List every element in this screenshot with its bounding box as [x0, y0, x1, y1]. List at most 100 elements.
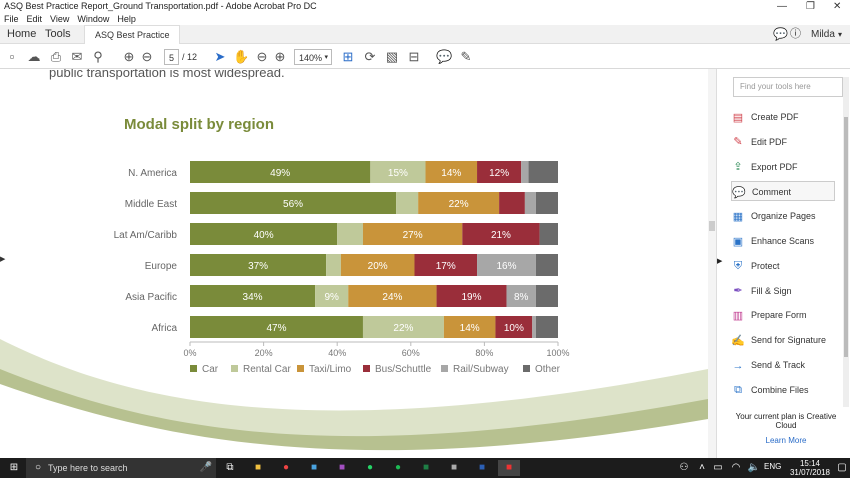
- print-icon[interactable]: ⎙: [50, 49, 62, 64]
- whatsapp-icon[interactable]: ●: [366, 462, 374, 473]
- fit-page-icon[interactable]: ⊞: [342, 49, 354, 64]
- wifi-icon[interactable]: ◠: [731, 462, 741, 473]
- page-number-input[interactable]: 5: [164, 49, 180, 65]
- windows-start-icon[interactable]: ⊞: [9, 462, 19, 473]
- image-icon[interactable]: ▧: [385, 49, 399, 64]
- data-label: 21%: [491, 230, 511, 241]
- save-icon[interactable]: ▫: [9, 49, 15, 64]
- data-label: 14%: [441, 168, 461, 179]
- data-label: 56%: [283, 199, 303, 210]
- learn-more-link[interactable]: Learn More: [765, 436, 807, 445]
- bar-segment: [477, 254, 536, 276]
- category-label: Lat Am/Caribb: [114, 230, 178, 241]
- tool-enhance-scans[interactable]: ▣ Enhance Scans: [731, 231, 835, 251]
- tab-document[interactable]: ASQ Best Practice R...✕: [84, 25, 180, 59]
- microphone-icon[interactable]: 🎤: [199, 462, 213, 473]
- chrome-icon[interactable]: ●: [282, 462, 290, 473]
- menu-window[interactable]: Window: [77, 14, 110, 24]
- bar-segment: [495, 316, 533, 338]
- acrobat-icon[interactable]: ■: [498, 460, 520, 476]
- tool-send-for-signature[interactable]: ✍ Send for Signature: [731, 330, 835, 350]
- cloud-upload-icon[interactable]: ☁: [27, 49, 41, 64]
- excel-icon[interactable]: ■: [422, 462, 430, 473]
- tools-panel-scrollbar[interactable]: [843, 77, 849, 407]
- chevron-down-icon[interactable]: ▾: [838, 30, 843, 39]
- tool-protect[interactable]: ⛨ Protect: [731, 256, 835, 276]
- help-icon[interactable]: ⓘ: [790, 28, 801, 40]
- bar-segment: [524, 192, 536, 214]
- tool-label: Export PDF: [751, 161, 798, 172]
- tools-search-input[interactable]: Find your tools here: [733, 77, 843, 97]
- select-cursor-icon[interactable]: ➤: [214, 49, 226, 64]
- protect-icon: ⛨: [733, 260, 743, 273]
- menu-file[interactable]: File: [4, 14, 19, 24]
- task-view-icon[interactable]: ⧉: [226, 462, 234, 473]
- notifications-icon[interactable]: ▢: [837, 462, 847, 473]
- tab-tools[interactable]: Tools: [45, 28, 71, 40]
- legend-label: Rail/Subway: [453, 364, 509, 375]
- menu-help[interactable]: Help: [117, 14, 136, 24]
- chevron-up-icon[interactable]: ˄: [699, 462, 705, 473]
- tool-label: Enhance Scans: [751, 236, 815, 246]
- menu-edit[interactable]: Edit: [26, 14, 43, 24]
- tool-fill-sign[interactable]: ✒ Fill & Sign: [731, 281, 835, 301]
- clock-time[interactable]: 15:14: [799, 459, 821, 468]
- send-signature-icon: ✍: [731, 334, 745, 347]
- tool-prepare-form[interactable]: ▥ Prepare Form: [731, 305, 835, 325]
- outlook-icon[interactable]: ■: [310, 462, 318, 473]
- people-icon[interactable]: ⚇: [679, 462, 689, 473]
- spotify-icon[interactable]: ●: [394, 462, 402, 473]
- zoom-in-icon[interactable]: ⊕: [274, 49, 286, 64]
- tool-combine-files[interactable]: ⧉ Combine Files: [731, 380, 835, 400]
- zoom-out-icon[interactable]: ⊖: [256, 49, 268, 64]
- search-icon[interactable]: ⚲: [93, 49, 103, 64]
- language-indicator[interactable]: ENG: [764, 462, 782, 471]
- comment-icon[interactable]: 💬: [436, 49, 453, 64]
- comment-bubble-icon[interactable]: 💬: [773, 27, 788, 41]
- volume-icon[interactable]: 🔈: [747, 462, 761, 473]
- file-explorer-icon[interactable]: ■: [254, 462, 262, 473]
- collapse-panel-icon[interactable]: ▶: [717, 258, 723, 265]
- left-panel-toggle-icon[interactable]: ▶: [0, 256, 6, 263]
- tool-edit-pdf[interactable]: ✎ Edit PDF: [731, 132, 835, 152]
- user-name[interactable]: Milda: [811, 29, 835, 40]
- tool-organize-pages[interactable]: ▦ Organize Pages: [731, 206, 835, 226]
- tools-scrollbar-thumb[interactable]: [844, 117, 848, 357]
- clock-date[interactable]: 31/07/2018: [789, 468, 831, 477]
- bar-segment: [499, 192, 525, 214]
- category-label: Asia Pacific: [125, 292, 177, 303]
- bar-segment: [396, 192, 419, 214]
- bar-segment: [190, 192, 397, 214]
- maximize-button[interactable]: ❐: [806, 1, 815, 12]
- x-tick-label: 0%: [183, 348, 196, 358]
- onenote-icon[interactable]: ■: [338, 462, 346, 473]
- taskbar-search-input[interactable]: Type here to search: [26, 458, 216, 478]
- word-icon[interactable]: ■: [478, 462, 486, 473]
- data-label: 8%: [514, 292, 529, 303]
- bar-segment: [418, 192, 500, 214]
- tool-send-track[interactable]: → Send & Track: [731, 355, 835, 375]
- document-scrollbar[interactable]: [708, 69, 716, 458]
- menu-view[interactable]: View: [50, 14, 70, 24]
- tool-export-pdf[interactable]: ⇪ Export PDF: [731, 157, 835, 177]
- data-label: 10%: [504, 323, 524, 334]
- rotate-icon[interactable]: ⟳: [364, 49, 376, 64]
- tool-create-pdf[interactable]: ▤ Create PDF: [731, 107, 835, 127]
- close-button[interactable]: ✕: [833, 1, 842, 12]
- battery-icon[interactable]: ▭: [713, 462, 723, 473]
- page-up-icon[interactable]: ⊕: [123, 49, 135, 64]
- email-icon[interactable]: ✉: [71, 49, 83, 64]
- hand-tool-icon[interactable]: ✋: [233, 49, 250, 64]
- chart-title: Modal split by region: [124, 116, 274, 133]
- pen-icon[interactable]: ✎: [460, 49, 472, 64]
- app-icon[interactable]: ■: [450, 462, 458, 473]
- bar-segment: [190, 316, 363, 338]
- scan-icon[interactable]: ⊟: [408, 49, 420, 64]
- page-down-icon[interactable]: ⊖: [141, 49, 153, 64]
- tool-comment[interactable]: 💬 Comment: [731, 181, 835, 202]
- minimize-button[interactable]: —: [777, 1, 787, 12]
- zoom-select[interactable]: 140% ▾: [294, 49, 332, 65]
- scrollbar-thumb[interactable]: [709, 221, 715, 231]
- data-label: 40%: [254, 230, 274, 241]
- tab-home[interactable]: Home: [7, 28, 37, 40]
